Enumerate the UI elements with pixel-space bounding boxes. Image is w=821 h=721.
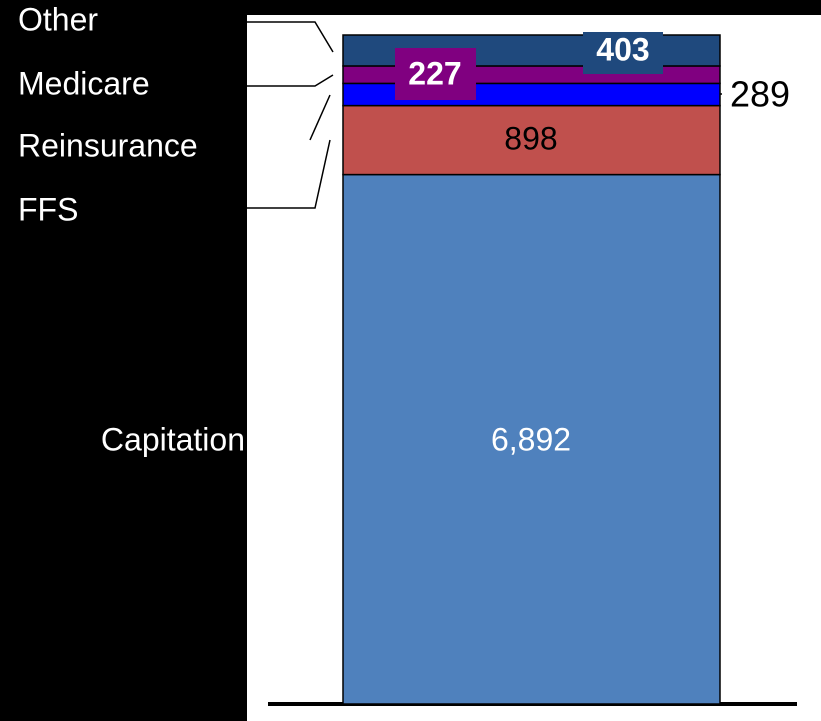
value-label: 289	[730, 74, 790, 115]
category-label: Reinsurance	[18, 127, 198, 163]
category-label: Medicare	[18, 65, 150, 101]
value-label: 898	[504, 120, 557, 156]
leader-line	[247, 21, 334, 53]
value-label: 6,892	[491, 421, 571, 457]
category-label: FFS	[18, 191, 78, 227]
value-label-box	[395, 48, 476, 100]
leader-line	[309, 94, 331, 141]
category-label: Other	[18, 1, 98, 37]
value-label: 227	[408, 55, 461, 91]
bar-segment	[342, 173, 721, 705]
leader-line	[247, 74, 334, 87]
value-label: 403	[596, 31, 649, 67]
value-label-box	[583, 32, 663, 74]
category-label: Capitation	[101, 421, 245, 457]
leader-line	[247, 139, 331, 209]
